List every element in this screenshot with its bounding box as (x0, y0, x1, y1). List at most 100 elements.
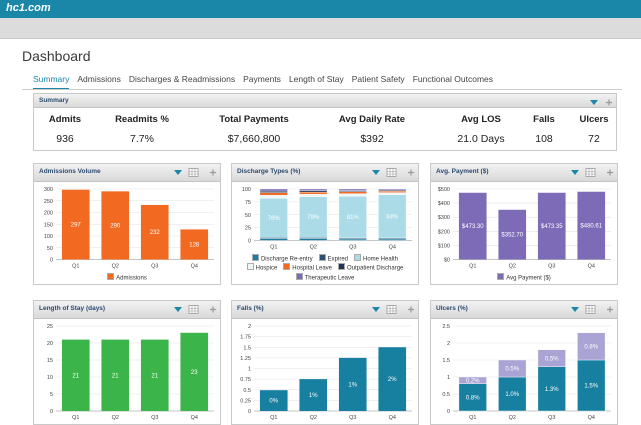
y-tick-label: 1 (447, 375, 450, 381)
dropdown-icon[interactable] (590, 100, 598, 105)
table-icon[interactable] (585, 168, 596, 177)
data-label: 0.2% (466, 378, 480, 384)
bar (140, 339, 169, 411)
x-tick-label: Q4 (389, 415, 396, 421)
dropdown-icon[interactable] (372, 170, 380, 175)
bar (299, 379, 328, 411)
chart: 0 50 100 150 200 250 300 Q1 297 Q2 290 Q3 232 Q4 128 (44, 187, 214, 270)
tab[interactable]: Length of Stay (288, 74, 344, 84)
table-icon-lines (586, 305, 595, 314)
legend-swatch (497, 272, 505, 280)
data-label: 0.5% (545, 356, 559, 362)
summary-value: 72 (588, 133, 600, 145)
legend-item: Home Health (354, 253, 398, 262)
data-label: 1.5% (584, 384, 598, 390)
tab[interactable]: Payments (243, 74, 281, 84)
data-label: 76% (268, 216, 281, 222)
data-label: 128 (189, 242, 200, 248)
tab[interactable]: Functional Outcomes (412, 74, 494, 84)
legend-swatch (318, 253, 326, 261)
add-icon[interactable] (408, 306, 414, 313)
tab[interactable]: Patient Safety (351, 74, 405, 84)
chart-panel: Falls (%) 0 0.25 0.5 0.75 1 1.25 1.5 1.75 2 Q1 0% Q2… (231, 300, 419, 425)
panel-header: Discharge Types (%) (232, 164, 418, 182)
y-tick-label: 15 (47, 358, 53, 364)
y-tick-label: 2.5 (442, 324, 450, 330)
dropdown-icon[interactable] (174, 170, 182, 175)
panel-title: Length of Stay (days) (39, 305, 106, 312)
tab[interactable]: Discharges & Readmissions (128, 74, 236, 84)
add-icon[interactable] (210, 306, 216, 313)
data-label: 81% (347, 215, 360, 221)
add-icon[interactable] (408, 169, 414, 176)
logo[interactable]: hc1.com (6, 2, 51, 14)
x-tick-label: Q3 (349, 415, 356, 421)
tab[interactable]: Summary (33, 74, 70, 90)
bar (299, 238, 328, 241)
bar (378, 190, 407, 193)
dropdown-icon[interactable] (174, 307, 182, 312)
y-tick-label: 0.5 (442, 392, 450, 398)
table-icon[interactable] (386, 305, 397, 314)
table-icon[interactable] (188, 305, 199, 314)
chart-panel: Length of Stay (days) 0 5 10 15 20 25 Q1 21 Q2 21 Q… (33, 300, 221, 425)
y-tick-label: $500 (438, 187, 450, 193)
dropdown-icon[interactable] (571, 307, 579, 312)
legend-item: Hospital Leave (283, 263, 332, 272)
x-tick-label: Q3 (548, 264, 555, 270)
bar (378, 188, 407, 191)
add-icon[interactable] (210, 169, 216, 176)
table-icon-lines (189, 168, 198, 177)
panel-header: Summary (34, 94, 616, 108)
add-icon[interactable] (607, 306, 613, 313)
x-tick-label: Q2 (112, 415, 119, 421)
add-icon[interactable] (606, 99, 612, 106)
dropdown-icon[interactable] (372, 307, 380, 312)
y-tick-label: $100 (438, 243, 450, 249)
data-label: 21 (151, 373, 158, 379)
bar (259, 390, 288, 411)
x-tick-label: Q4 (191, 264, 198, 270)
bar (259, 192, 288, 196)
legend: Discharge Re-entry Expired Home Health Hosp… (232, 253, 418, 285)
bar (259, 238, 288, 241)
table-icon[interactable] (188, 168, 199, 177)
panel-header: Avg. Payment ($) (431, 164, 617, 182)
bar (299, 191, 328, 195)
data-label: 21 (112, 373, 119, 379)
table-icon-lines (189, 305, 198, 314)
tab[interactable]: Admissions (77, 74, 121, 84)
bar (140, 204, 169, 260)
summary-value: 7.7% (130, 133, 154, 145)
x-tick-label: Q4 (389, 245, 396, 251)
legend-item: Expired (318, 253, 348, 262)
legend-label: Hospital Leave (292, 265, 332, 272)
y-tick-label: 50 (245, 213, 251, 219)
table-icon[interactable] (386, 168, 397, 177)
table-icon[interactable] (585, 305, 596, 314)
add-icon[interactable] (607, 169, 613, 176)
panel-title: Summary (39, 97, 69, 104)
page-title: Dashboard (22, 48, 91, 64)
data-label: 297 (71, 223, 82, 229)
panel-icons (571, 305, 613, 314)
data-label: 1.0% (505, 392, 519, 398)
bar (180, 229, 209, 260)
chart: 0 0.5 1 1.5 2 2.5 Q1 0.8% 0.2% Q2 1.0% 0.5% Q3 1.3% 0.… (442, 324, 611, 421)
bar (378, 194, 407, 239)
x-tick-label: Q1 (270, 415, 277, 421)
legend-label: Avg Payment ($) (506, 275, 551, 281)
summary-label: Avg LOS (461, 114, 501, 125)
bar (180, 332, 209, 411)
legend-swatch (251, 253, 259, 261)
y-tick-label: 0 (248, 239, 251, 245)
dropdown-icon[interactable] (571, 170, 579, 175)
y-tick-label: 200 (44, 211, 53, 217)
data-label: 0.8% (466, 395, 480, 401)
table-icon-lines (387, 305, 396, 314)
panel-icons (571, 168, 613, 177)
y-tick-label: 1 (248, 367, 251, 373)
bar (577, 191, 606, 260)
y-tick-label: 75 (245, 200, 251, 206)
legend-item: Outpatient Discharge (338, 263, 403, 272)
